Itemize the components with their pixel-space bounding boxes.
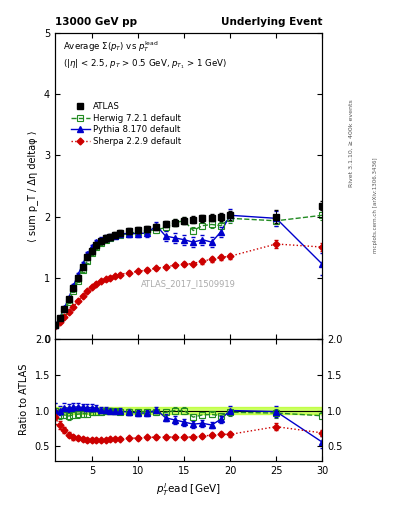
Legend: ATLAS, Herwig 7.2.1 default, Pythia 8.170 default, Sherpa 2.2.9 default: ATLAS, Herwig 7.2.1 default, Pythia 8.17… — [67, 99, 185, 150]
Text: mcplots.cern.ch [arXiv:1306.3436]: mcplots.cern.ch [arXiv:1306.3436] — [373, 157, 378, 252]
Text: Rivet 3.1.10, ≥ 400k events: Rivet 3.1.10, ≥ 400k events — [349, 99, 354, 187]
Y-axis label: ⟨ sum p_T / Δη deltaφ ⟩: ⟨ sum p_T / Δη deltaφ ⟩ — [28, 130, 39, 242]
Text: Average $\Sigma(p_T)$ vs $p_T^{\rm lead}$
($|\eta|$ < 2.5, $p_T$ > 0.5 GeV, $p_{: Average $\Sigma(p_T)$ vs $p_T^{\rm lead}… — [63, 39, 227, 72]
X-axis label: $p_T^{l}$ead [GeV]: $p_T^{l}$ead [GeV] — [156, 481, 221, 498]
Text: ATLAS_2017_I1509919: ATLAS_2017_I1509919 — [141, 279, 236, 288]
Text: 13000 GeV pp: 13000 GeV pp — [55, 16, 137, 27]
Text: Underlying Event: Underlying Event — [221, 16, 322, 27]
Y-axis label: Ratio to ATLAS: Ratio to ATLAS — [19, 364, 29, 435]
